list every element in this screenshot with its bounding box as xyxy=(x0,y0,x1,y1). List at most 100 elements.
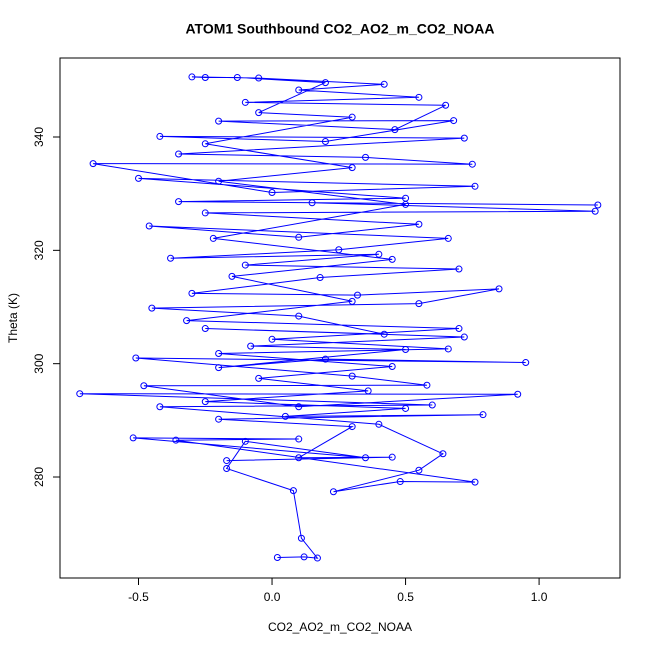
point xyxy=(215,364,223,372)
point xyxy=(156,403,164,411)
point xyxy=(415,220,423,228)
point xyxy=(335,246,343,254)
point xyxy=(591,207,599,215)
point xyxy=(439,450,447,458)
point xyxy=(247,342,255,350)
point xyxy=(188,73,196,81)
point xyxy=(201,140,209,148)
point xyxy=(423,381,431,389)
point xyxy=(135,174,143,182)
point xyxy=(391,126,399,134)
point xyxy=(348,113,356,121)
point xyxy=(201,73,209,81)
point xyxy=(209,234,217,242)
point xyxy=(442,101,450,109)
point xyxy=(444,345,452,353)
point xyxy=(362,454,370,462)
point xyxy=(514,390,522,398)
point xyxy=(295,435,303,443)
point xyxy=(129,434,137,442)
point xyxy=(241,261,249,269)
x-tick-label: 1.0 xyxy=(531,590,548,604)
point xyxy=(175,150,183,158)
point xyxy=(295,454,303,462)
point xyxy=(468,160,476,168)
point xyxy=(313,554,321,562)
point xyxy=(460,333,468,341)
point xyxy=(140,382,148,390)
plot-frame xyxy=(59,57,621,579)
point xyxy=(156,132,164,140)
point xyxy=(364,387,372,395)
point xyxy=(348,372,356,380)
point xyxy=(308,199,316,207)
point xyxy=(172,436,180,444)
x-tick-label: -0.5 xyxy=(128,590,149,604)
point xyxy=(329,488,337,496)
point xyxy=(348,164,356,172)
point xyxy=(295,403,303,411)
point xyxy=(375,250,383,258)
point xyxy=(479,411,487,419)
point xyxy=(241,437,249,445)
point xyxy=(375,420,383,428)
y-tick-label: 320 xyxy=(32,240,46,260)
point xyxy=(281,412,289,420)
point xyxy=(388,255,396,263)
point xyxy=(268,189,276,197)
point xyxy=(295,233,303,241)
point xyxy=(388,453,396,461)
point xyxy=(353,291,361,299)
point xyxy=(241,98,249,106)
point xyxy=(455,265,463,273)
point xyxy=(255,109,263,117)
point xyxy=(255,374,263,382)
point xyxy=(255,74,263,82)
point xyxy=(300,553,308,561)
x-axis-label: CO2_AO2_m_CO2_NOAA xyxy=(268,620,412,634)
point xyxy=(444,234,452,242)
point xyxy=(388,363,396,371)
point xyxy=(428,401,436,409)
y-axis-label: Theta (K) xyxy=(6,293,20,343)
point xyxy=(380,330,388,338)
x-tick-label: 0.5 xyxy=(397,590,414,604)
point xyxy=(215,415,223,423)
point xyxy=(415,466,423,474)
point xyxy=(268,335,276,343)
y-tick-label: 280 xyxy=(32,467,46,487)
y-tick-label: 300 xyxy=(32,353,46,373)
point xyxy=(289,487,297,495)
point xyxy=(450,117,458,125)
point xyxy=(348,423,356,431)
chart-title: ATOM1 Southbound CO2_AO2_m_CO2_NOAA xyxy=(185,21,494,37)
point xyxy=(167,254,175,262)
point xyxy=(522,359,530,367)
point xyxy=(455,325,463,333)
point xyxy=(215,117,223,125)
point xyxy=(415,93,423,101)
point xyxy=(348,297,356,305)
x-tick-label: 0.0 xyxy=(264,590,281,604)
point xyxy=(295,312,303,320)
point xyxy=(223,457,231,465)
point xyxy=(316,274,324,282)
point xyxy=(273,553,281,561)
point xyxy=(89,160,97,168)
point xyxy=(145,222,153,230)
point xyxy=(228,272,236,280)
point xyxy=(297,534,305,542)
point xyxy=(402,200,410,208)
point xyxy=(223,465,231,473)
point xyxy=(471,182,479,190)
point xyxy=(201,325,209,333)
point xyxy=(415,300,423,308)
point xyxy=(175,198,183,206)
point xyxy=(321,355,329,363)
point xyxy=(148,304,156,312)
point xyxy=(495,285,503,293)
point xyxy=(321,138,329,146)
point xyxy=(183,317,191,325)
point xyxy=(362,153,370,161)
